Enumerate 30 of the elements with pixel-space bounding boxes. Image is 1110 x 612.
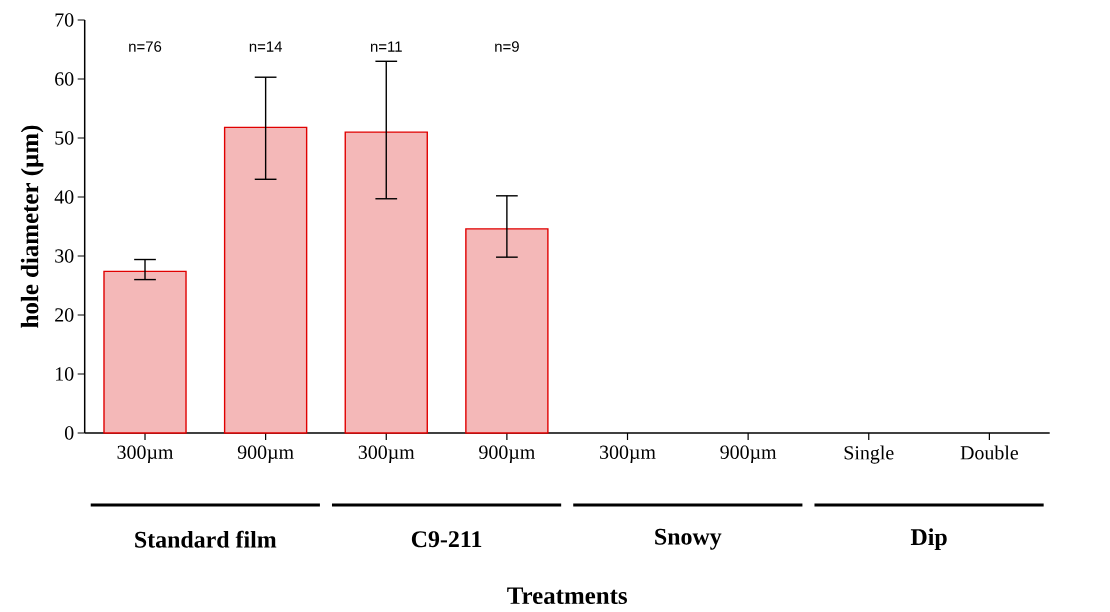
y-tick-label: 40 [54, 190, 74, 204]
x-tick-label: 900µm [237, 445, 294, 463]
x-tick-label: 300µm [358, 445, 415, 463]
y-tick-label: 20 [55, 308, 74, 322]
text: C9-211 [411, 531, 482, 548]
x-tick-label: Single [844, 445, 894, 464]
bar [103, 270, 187, 434]
y-tick-label: 30 [55, 249, 74, 263]
y-tick-label: 10 [56, 367, 74, 381]
text: Dip [910, 528, 947, 551]
text: Standard film [135, 530, 277, 548]
bar [223, 126, 308, 434]
x-tick-label: 900µm [720, 445, 777, 463]
y-tick-label: 50 [55, 131, 74, 145]
annotation: n=14 [249, 41, 283, 52]
bar [465, 228, 549, 434]
annotation: n=9 [495, 41, 519, 52]
x-tick-label: 300µm [600, 445, 656, 463]
annotation: n=76 [129, 41, 162, 52]
y-axis-title: hole diameter (µm) [20, 125, 44, 328]
y-tick-label: 70 [55, 13, 74, 27]
text: Snowy [655, 528, 722, 550]
x-axis-title: Treatments [507, 587, 627, 605]
x-tick-label: 900µm [479, 445, 535, 463]
bar [344, 131, 428, 434]
y-tick-label: 0 [64, 426, 74, 440]
x-tick-label: 300µm [117, 445, 174, 463]
x-tick-label: Double [960, 445, 1019, 460]
annotation: n=11 [370, 41, 402, 52]
y-tick-label: 60 [55, 72, 74, 86]
